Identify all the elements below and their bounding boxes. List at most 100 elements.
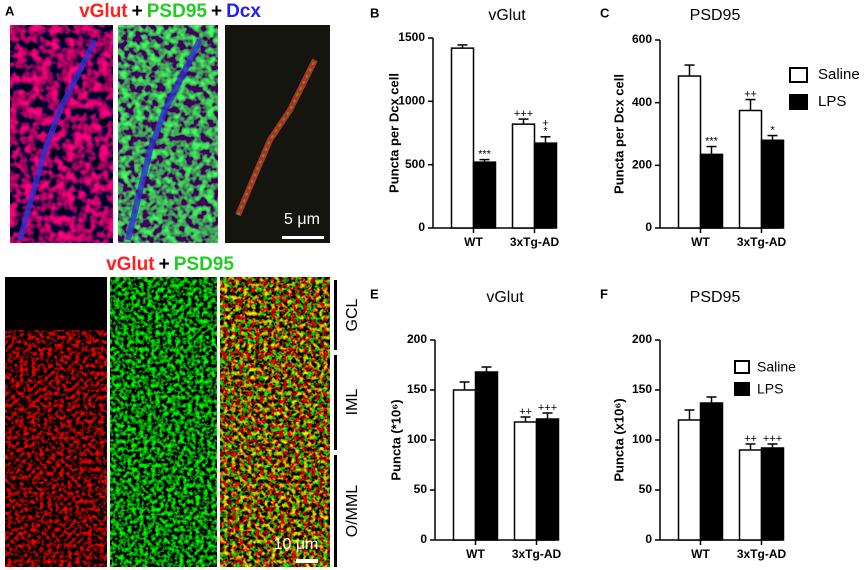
layer-bar xyxy=(334,355,337,450)
panel-label: F xyxy=(600,286,608,301)
annotation: ++ xyxy=(744,433,757,445)
panel-label: C xyxy=(600,5,610,20)
image-title: vGlut + PSD95 + Dcx xyxy=(79,1,261,22)
x-tick-label: 3xTg-AD xyxy=(512,547,562,561)
chart-title: vGlut xyxy=(488,7,526,24)
title-part: + xyxy=(159,254,170,275)
annotation: * xyxy=(543,126,548,138)
bar xyxy=(760,447,785,541)
title-part: PSD95 xyxy=(174,254,235,275)
annotation: +++ xyxy=(514,108,533,120)
x-tick-label: 3xTg-AD xyxy=(510,235,560,249)
bar xyxy=(677,75,702,229)
annotation: + xyxy=(542,118,548,130)
panel-label: A xyxy=(5,3,15,18)
scale-label: 5 μm xyxy=(284,211,320,228)
annotation: +++ xyxy=(763,433,782,445)
chart-title: PSD95 xyxy=(690,7,741,24)
bar xyxy=(699,153,724,229)
dcx-cell xyxy=(17,38,98,241)
y-tick-label: 200 xyxy=(632,332,652,346)
y-tick-label: 150 xyxy=(407,382,427,396)
y-tick-label: 1000 xyxy=(398,94,425,108)
y-tick-label: 0 xyxy=(420,532,427,546)
chart-title: vGlut xyxy=(486,289,524,306)
y-tick-label: 100 xyxy=(632,432,652,446)
bar xyxy=(677,419,702,541)
title-part: Dcx xyxy=(226,1,261,22)
bar xyxy=(533,142,558,229)
dendrite xyxy=(237,59,316,216)
micrographs xyxy=(5,25,337,567)
y-tick-label: 100 xyxy=(407,432,427,446)
scale-label: 10 μm xyxy=(274,536,319,553)
title-part: + xyxy=(132,1,143,22)
bar xyxy=(738,109,763,229)
scale-bar xyxy=(296,559,318,563)
title-part: PSD95 xyxy=(147,1,208,22)
image-merge xyxy=(220,277,330,567)
scale-bar xyxy=(282,236,324,239)
y-axis-label: Puncta per Dcx cell xyxy=(611,74,626,194)
layer-label: GCL xyxy=(344,298,361,331)
dcx-cell xyxy=(125,38,203,241)
annotation: *** xyxy=(705,135,719,147)
legend-swatch xyxy=(789,67,808,83)
annotation: +++ xyxy=(538,402,557,414)
title-part: vGlut xyxy=(106,254,155,275)
y-axis-label: Puncta (x10⁶) xyxy=(611,398,626,481)
bar xyxy=(535,418,560,541)
layer-bar xyxy=(334,280,337,350)
bar xyxy=(511,123,536,229)
y-tick-label: 0 xyxy=(645,532,652,546)
annotation: * xyxy=(770,124,775,136)
title-part: + xyxy=(211,1,222,22)
y-tick-label: 600 xyxy=(632,32,652,46)
legend-label: Saline xyxy=(757,359,796,375)
bar xyxy=(738,449,763,541)
title-part: vGlut xyxy=(79,1,128,22)
layer-label: O/MML xyxy=(344,485,361,538)
legend-label: LPS xyxy=(818,93,846,110)
x-tick-label: WT xyxy=(691,235,710,249)
y-tick-label: 200 xyxy=(407,332,427,346)
panel-label: E xyxy=(370,286,379,301)
x-tick-label: WT xyxy=(464,235,483,249)
y-tick-label: 500 xyxy=(405,157,425,171)
x-tick-label: WT xyxy=(691,547,710,561)
y-tick-label: 50 xyxy=(414,482,428,496)
x-tick-label: 3xTg-AD xyxy=(737,547,787,561)
bar xyxy=(699,402,724,541)
legend-swatch xyxy=(734,360,750,374)
y-tick-label: 50 xyxy=(639,482,653,496)
y-tick-label: 0 xyxy=(418,220,425,234)
x-tick-label: WT xyxy=(466,547,485,561)
annotation: *** xyxy=(478,149,492,161)
bar xyxy=(472,161,497,229)
image-psd95 xyxy=(110,277,217,567)
legend-swatch xyxy=(734,382,750,396)
legend-label: LPS xyxy=(757,381,783,397)
x-tick-label: 3xTg-AD xyxy=(737,235,787,249)
panel-label: D xyxy=(5,286,14,301)
bar xyxy=(474,371,499,541)
image-vglut-texture xyxy=(5,330,107,567)
bar xyxy=(450,47,475,229)
legend-swatch xyxy=(789,94,808,110)
y-axis-label: Puncta per Dcx cell xyxy=(386,73,401,193)
bar xyxy=(760,139,785,229)
y-tick-label: 1500 xyxy=(398,30,425,44)
legend-label: Saline xyxy=(818,66,860,83)
layer-label: IML xyxy=(344,389,361,416)
y-tick-label: 0 xyxy=(645,220,652,234)
y-tick-label: 400 xyxy=(632,95,652,109)
bar xyxy=(452,389,477,541)
y-tick-label: 150 xyxy=(632,382,652,396)
image-title: vGlut + PSD95 xyxy=(106,254,234,275)
chart-title: PSD95 xyxy=(690,289,741,306)
y-axis-label: Puncta (*10⁶) xyxy=(388,399,403,480)
bar xyxy=(513,421,538,541)
panel-label: B xyxy=(370,5,379,20)
layer-bar xyxy=(334,455,337,567)
